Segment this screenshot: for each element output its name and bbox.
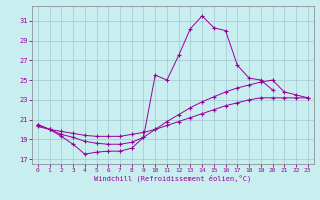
X-axis label: Windchill (Refroidissement éolien,°C): Windchill (Refroidissement éolien,°C) [94, 175, 252, 182]
